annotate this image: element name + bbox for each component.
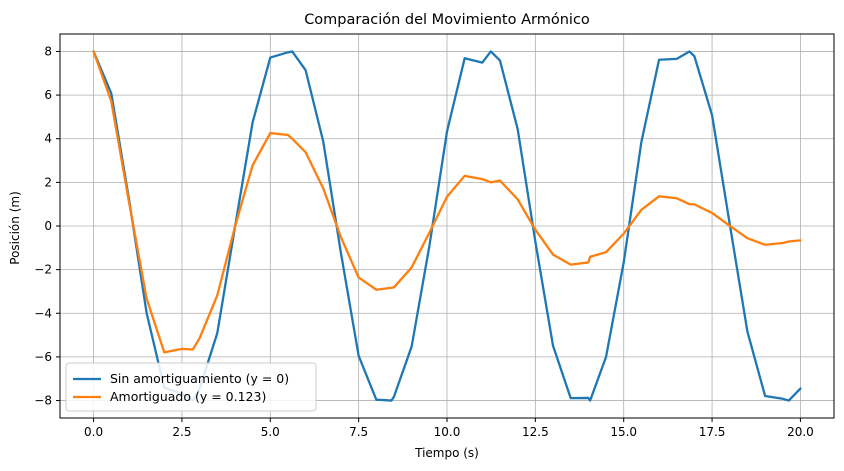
y-tick-label: −8 bbox=[34, 394, 52, 408]
series-line-damped bbox=[92, 50, 802, 354]
x-tick-label: 0.0 bbox=[84, 425, 103, 439]
x-tick-label: 20.0 bbox=[787, 425, 814, 439]
chart-title: Comparación del Movimiento Armónico bbox=[304, 12, 590, 28]
legend-label-undamped: Sin amortiguamiento (y = 0) bbox=[110, 371, 289, 386]
y-axis: −8 −6 −4 −2 0 2 4 6 8 bbox=[34, 44, 60, 408]
x-tick-label: 7.5 bbox=[349, 425, 368, 439]
y-tick-label: −6 bbox=[34, 350, 52, 364]
y-tick-label: 0 bbox=[44, 219, 52, 233]
x-axis-label: Tiempo (s) bbox=[414, 446, 479, 460]
grid bbox=[60, 34, 834, 418]
y-axis-label: Posición (m) bbox=[8, 191, 22, 264]
x-tick-label: 12.5 bbox=[522, 425, 549, 439]
y-tick-label: 2 bbox=[44, 175, 52, 189]
x-axis: 0.0 2.5 5.0 7.5 10.0 12.5 15.0 17.5 20.0 bbox=[84, 418, 814, 439]
x-tick-label: 2.5 bbox=[172, 425, 191, 439]
x-tick-label: 17.5 bbox=[699, 425, 726, 439]
series-layer bbox=[92, 50, 802, 402]
legend-box bbox=[65, 362, 317, 412]
legend-label-damped: Amortiguado (y = 0.123) bbox=[110, 389, 266, 404]
series-line-undamped bbox=[92, 50, 802, 402]
legend: Sin amortiguamiento (y = 0) Amortiguado … bbox=[65, 362, 317, 412]
x-tick-label: 10.0 bbox=[434, 425, 461, 439]
x-tick-label: 5.0 bbox=[261, 425, 280, 439]
y-tick-label: 4 bbox=[44, 132, 52, 146]
x-tick-label: 15.0 bbox=[610, 425, 637, 439]
y-tick-label: 8 bbox=[44, 44, 52, 58]
y-tick-label: −2 bbox=[34, 263, 52, 277]
y-tick-label: −4 bbox=[34, 306, 52, 320]
y-tick-label: 6 bbox=[44, 88, 52, 102]
